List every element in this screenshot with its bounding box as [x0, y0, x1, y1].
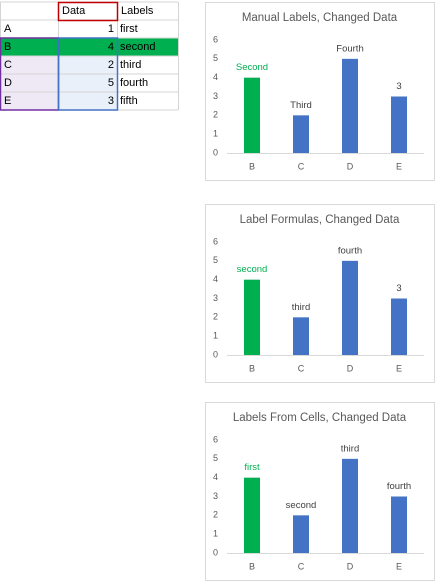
y-tick-label: 4: [213, 72, 218, 82]
y-tick-label: 0: [213, 349, 218, 359]
chart-title: Labels From Cells, Changed Data: [233, 412, 407, 424]
bar[interactable]: [293, 317, 309, 355]
data-label: third: [341, 443, 359, 454]
chart-title: Label Formulas, Changed Data: [240, 214, 400, 226]
x-tick-label: D: [347, 363, 354, 373]
selected-row: [0, 38, 178, 56]
x-tick-label: D: [347, 561, 354, 571]
range-border: [57, 37, 119, 111]
bar[interactable]: [342, 260, 358, 355]
range-fill: [0, 56, 58, 74]
data-label: Fourth: [336, 43, 363, 54]
header-highlight: [57, 1, 119, 22]
y-tick-label: 6: [213, 236, 218, 246]
data-label: second: [237, 264, 268, 275]
cell-label[interactable]: fifth: [120, 95, 138, 107]
x-tick-label: B: [249, 561, 255, 571]
bar[interactable]: [293, 115, 309, 153]
y-tick-label: 4: [213, 472, 218, 482]
chart-title: Manual Labels, Changed Data: [242, 12, 398, 24]
y-tick-label: 3: [213, 91, 218, 101]
bar[interactable]: [244, 77, 260, 153]
bar[interactable]: [342, 58, 358, 154]
x-tick-label: C: [298, 161, 305, 171]
y-tick-label: 4: [213, 274, 218, 284]
y-tick-label: 6: [213, 434, 218, 444]
range-fill: [58, 92, 117, 110]
x-tick-label: E: [396, 363, 402, 373]
data-label: 3: [396, 81, 401, 92]
cell-label[interactable]: first: [120, 23, 138, 35]
y-tick-label: 2: [213, 312, 218, 322]
data-label: second: [286, 500, 317, 511]
y-tick-label: 3: [213, 293, 218, 303]
y-tick-label: 1: [213, 529, 218, 539]
y-tick-label: 5: [213, 255, 218, 265]
column-header[interactable]: Data: [62, 5, 86, 17]
y-tick-label: 0: [213, 547, 218, 557]
range-fill: [58, 56, 117, 74]
data-label: Second: [236, 62, 268, 73]
data-label: Third: [290, 100, 312, 111]
y-tick-label: 1: [213, 331, 218, 341]
bar[interactable]: [293, 515, 309, 553]
data-label: fourth: [338, 245, 362, 256]
bar[interactable]: [244, 279, 260, 355]
row-label[interactable]: C: [4, 59, 12, 71]
x-tick-label: C: [298, 363, 305, 373]
y-tick-label: 2: [213, 510, 218, 520]
column-header[interactable]: Labels: [121, 5, 154, 17]
row-label[interactable]: E: [4, 95, 11, 107]
cell-label[interactable]: fourth: [120, 77, 148, 89]
x-tick-label: B: [249, 363, 255, 373]
y-tick-label: 5: [213, 453, 218, 463]
bar[interactable]: [391, 96, 407, 154]
cell-value[interactable]: 5: [108, 77, 114, 89]
data-label: 3: [396, 283, 401, 294]
y-tick-label: 5: [213, 53, 218, 63]
cell-label[interactable]: third: [120, 59, 141, 71]
y-tick-label: 6: [213, 34, 218, 44]
cell-label[interactable]: second: [120, 41, 155, 53]
range-fill: [58, 74, 117, 92]
y-tick-label: 2: [213, 110, 218, 120]
bar[interactable]: [244, 477, 260, 553]
y-tick-label: 0: [213, 147, 218, 157]
data-label: first: [244, 462, 260, 473]
bar[interactable]: [391, 496, 407, 554]
bar[interactable]: [391, 298, 407, 356]
x-tick-label: C: [298, 561, 305, 571]
data-label: fourth: [387, 481, 411, 492]
range-fill: [0, 74, 58, 92]
x-tick-label: D: [347, 161, 354, 171]
x-tick-label: E: [396, 161, 402, 171]
cell-value[interactable]: 3: [108, 95, 114, 107]
y-tick-label: 1: [213, 129, 218, 139]
x-tick-label: E: [396, 561, 402, 571]
data-label: third: [292, 302, 310, 313]
x-tick-label: B: [249, 161, 255, 171]
cell-value[interactable]: 1: [108, 23, 114, 35]
cell-value[interactable]: 2: [108, 59, 114, 71]
cell-value[interactable]: 4: [108, 41, 114, 53]
row-label[interactable]: D: [4, 77, 12, 89]
bar[interactable]: [342, 458, 358, 553]
row-label[interactable]: B: [4, 41, 11, 53]
range-fill: [0, 92, 58, 110]
y-tick-label: 3: [213, 491, 218, 501]
row-label[interactable]: A: [4, 23, 12, 35]
